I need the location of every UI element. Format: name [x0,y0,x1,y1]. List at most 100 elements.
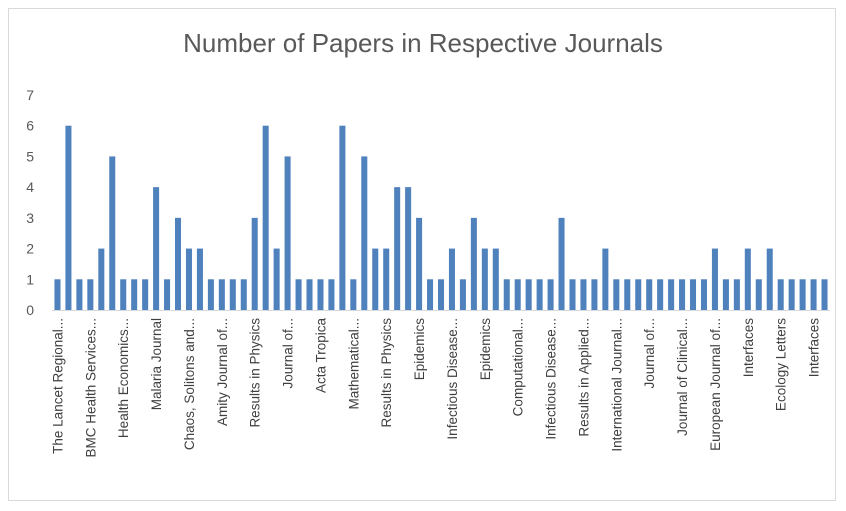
x-category-label: The Lancet Regional... [50,318,65,454]
bar [153,187,160,310]
bar [394,187,401,310]
bar [427,279,434,310]
x-category-label: Malaria Journal [149,318,164,410]
bar [98,248,105,310]
bar [602,248,609,310]
x-category-label: Journal of... [642,318,657,389]
bar [536,279,543,310]
bar [525,279,532,310]
x-category-label: Results in Physics [248,318,263,428]
bar [328,279,335,310]
bar [164,279,171,310]
bar [624,279,631,310]
bar [733,279,740,310]
x-category-label: Epidemics [478,318,493,381]
bar [722,279,729,310]
bar [185,248,192,310]
x-category-label: Interfaces [741,318,756,378]
x-category-label: European Journal of... [708,318,723,451]
bar [679,279,686,310]
x-category-label: Health Economics... [116,318,131,438]
bar [744,248,751,310]
bar [821,279,828,310]
bar [87,279,94,310]
bar [54,279,61,310]
y-tick-label: 0 [26,302,34,318]
bar [711,248,718,310]
bar [284,156,291,310]
bar [580,279,587,310]
bar [196,248,203,310]
bar [240,279,247,310]
x-category-label: Results in Physics [379,318,394,428]
bar [788,279,795,310]
bar [350,279,357,310]
x-category-label: Chaos, Solitons and... [182,318,197,450]
bar [405,187,412,310]
y-tick-label: 4 [26,179,34,195]
bar [229,279,236,310]
bar [339,125,346,311]
bar [109,156,116,310]
bars [54,125,828,311]
chart-title: Number of Papers in Respective Journals [183,28,663,58]
bar [514,279,521,310]
x-category-label: Interfaces [807,318,822,378]
bar [613,279,620,310]
bar [569,279,576,310]
x-category-label: Results in Applied... [576,318,591,437]
bar [668,279,675,310]
bar [142,279,149,310]
bar [273,248,280,310]
bar [207,279,214,310]
x-category-label: Journal of Clinical... [675,318,690,436]
bar [131,279,138,310]
bar [799,279,806,310]
bar [65,125,72,311]
bar [262,125,269,311]
x-category-label: Mathematical... [346,318,361,410]
bar [383,248,390,310]
bar [777,279,784,310]
bar [492,248,499,310]
bar [547,279,554,310]
x-category-label: Journal of... [281,318,296,389]
bar [416,217,423,310]
bar [317,279,324,310]
bar [755,279,762,310]
y-tick-label: 6 [26,118,34,134]
x-category-label: Amity Journal of... [215,318,230,426]
bar [218,279,225,310]
x-category-label: Acta Tropica [313,318,328,394]
bar [503,279,510,310]
bar [76,279,83,310]
bar [766,248,773,310]
y-tick-label: 2 [26,241,34,257]
bar [251,217,258,310]
y-tick-label: 5 [26,148,34,164]
bar [120,279,127,310]
y-tick-label: 7 [26,87,34,103]
x-category-label: Epidemics [412,318,427,381]
bar [295,279,302,310]
x-category-label: Computational... [511,318,526,416]
bar [558,217,565,310]
bar [481,248,488,310]
x-category-label: BMC Health Services... [83,318,98,458]
bar [700,279,707,310]
bar [448,248,455,310]
x-axis-labels: The Lancet Regional... BMC Health Service… [50,318,821,458]
bar [657,279,664,310]
y-tick-label: 3 [26,210,34,226]
bar [306,279,313,310]
bar [361,156,368,310]
bar [635,279,642,310]
y-axis-ticks: 0 1 2 3 4 5 6 7 [26,87,34,318]
x-category-label: Infectious Disease... [544,318,559,440]
bar [690,279,697,310]
y-tick-label: 1 [26,271,34,287]
bar [459,279,466,310]
x-category-label: Infectious Disease... [445,318,460,440]
bar [372,248,379,310]
